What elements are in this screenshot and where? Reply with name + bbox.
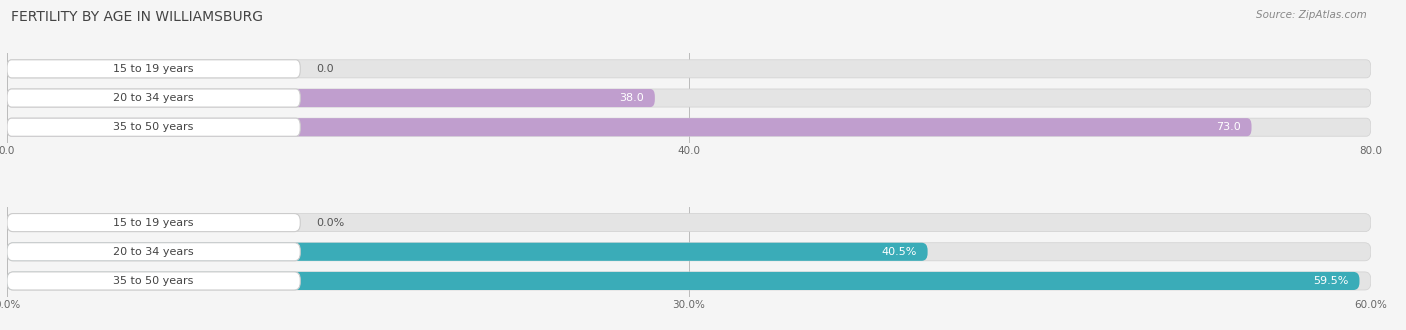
FancyBboxPatch shape bbox=[7, 60, 301, 78]
Text: Source: ZipAtlas.com: Source: ZipAtlas.com bbox=[1256, 10, 1367, 20]
Text: 0.0: 0.0 bbox=[316, 64, 335, 74]
Text: FERTILITY BY AGE IN WILLIAMSBURG: FERTILITY BY AGE IN WILLIAMSBURG bbox=[11, 10, 263, 24]
FancyBboxPatch shape bbox=[7, 60, 1371, 78]
Text: 0.0%: 0.0% bbox=[316, 217, 344, 228]
FancyBboxPatch shape bbox=[7, 118, 1371, 136]
Text: 20 to 34 years: 20 to 34 years bbox=[114, 247, 194, 257]
Text: 15 to 19 years: 15 to 19 years bbox=[114, 217, 194, 228]
FancyBboxPatch shape bbox=[7, 118, 301, 136]
FancyBboxPatch shape bbox=[7, 214, 1371, 232]
FancyBboxPatch shape bbox=[7, 243, 301, 261]
Text: 20 to 34 years: 20 to 34 years bbox=[114, 93, 194, 103]
FancyBboxPatch shape bbox=[7, 272, 1360, 290]
FancyBboxPatch shape bbox=[7, 118, 1251, 136]
Text: 40.5%: 40.5% bbox=[882, 247, 917, 257]
Text: 59.5%: 59.5% bbox=[1313, 276, 1348, 286]
FancyBboxPatch shape bbox=[7, 243, 928, 261]
FancyBboxPatch shape bbox=[7, 89, 1371, 107]
FancyBboxPatch shape bbox=[7, 214, 301, 232]
Text: 15 to 19 years: 15 to 19 years bbox=[114, 64, 194, 74]
Text: 38.0: 38.0 bbox=[619, 93, 644, 103]
FancyBboxPatch shape bbox=[7, 89, 655, 107]
FancyBboxPatch shape bbox=[7, 243, 1371, 261]
Text: 73.0: 73.0 bbox=[1216, 122, 1240, 132]
Text: 35 to 50 years: 35 to 50 years bbox=[114, 122, 194, 132]
Text: 35 to 50 years: 35 to 50 years bbox=[114, 276, 194, 286]
FancyBboxPatch shape bbox=[7, 272, 301, 290]
FancyBboxPatch shape bbox=[7, 272, 1371, 290]
FancyBboxPatch shape bbox=[7, 89, 301, 107]
